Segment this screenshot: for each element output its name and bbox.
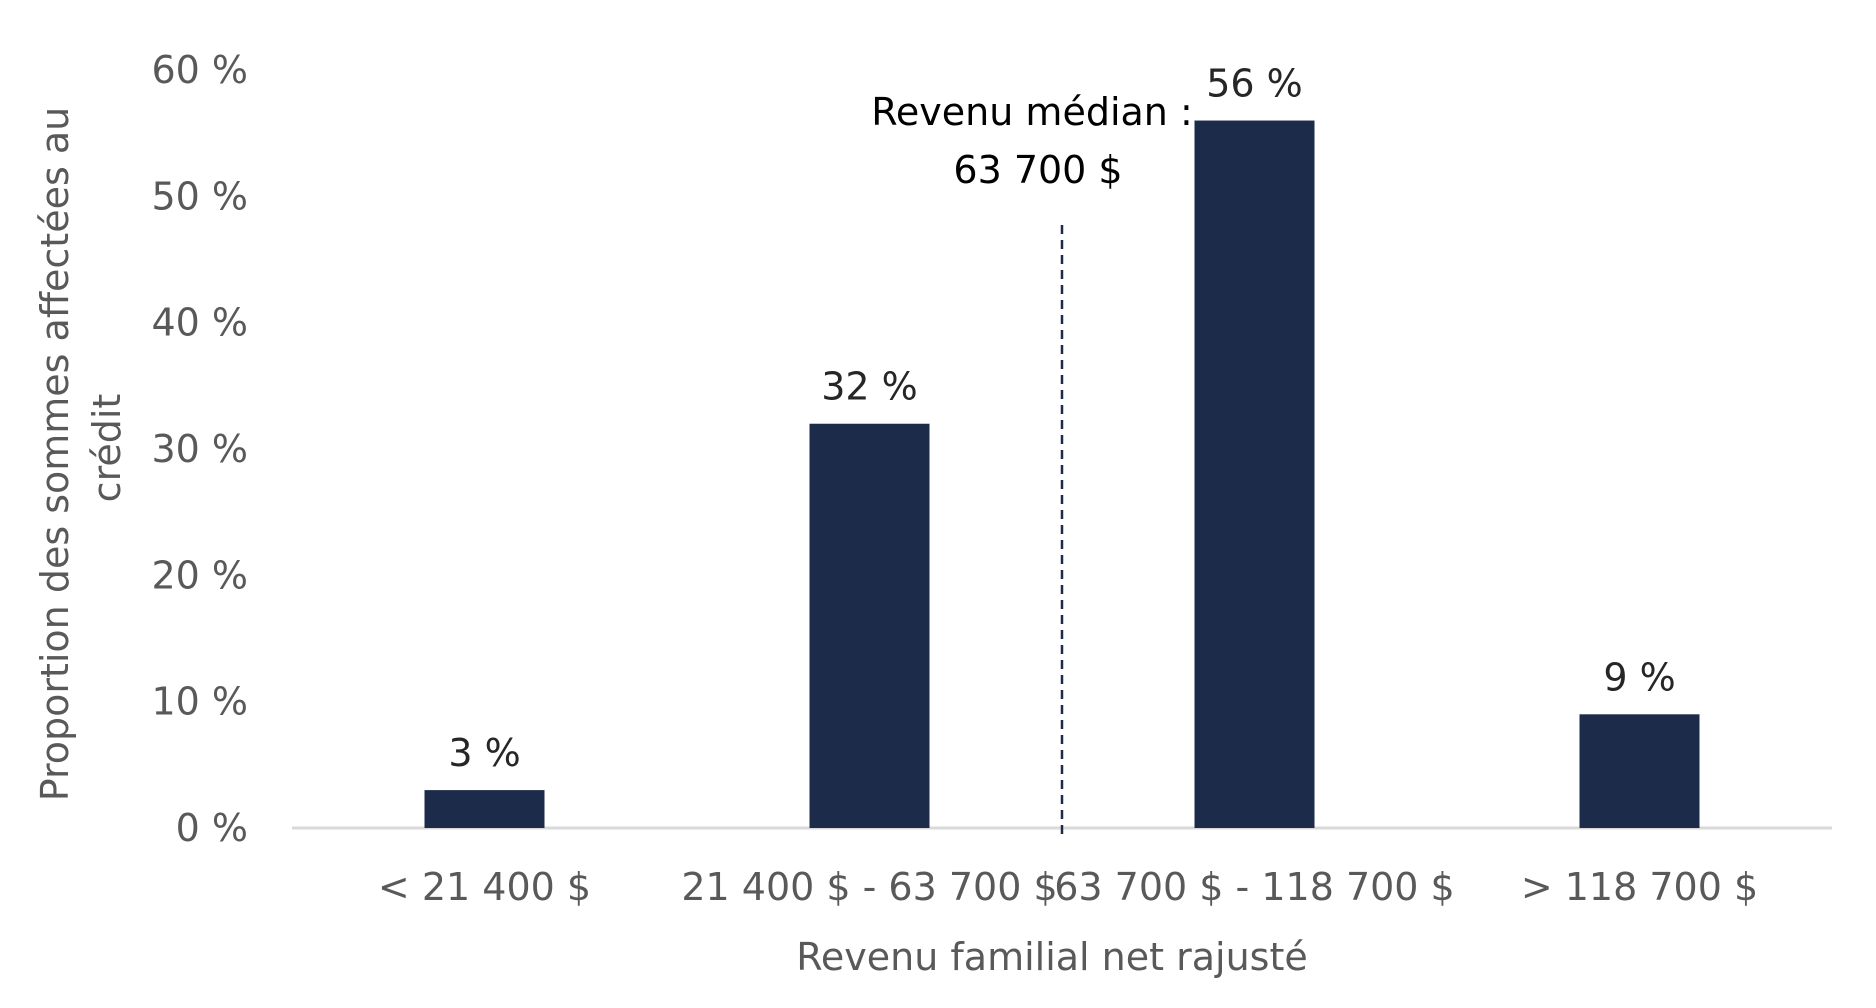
bar: [809, 423, 930, 828]
y-tick-label: 20 %: [151, 553, 248, 597]
median-annotation-line-2: 63 700 $: [953, 148, 1122, 192]
bar-value-label: 9 %: [1603, 655, 1675, 699]
y-tick-label: 0 %: [176, 806, 248, 850]
median-annotation-line-1: Revenu médian :: [871, 90, 1193, 134]
bar-value-label: 32 %: [821, 365, 918, 409]
y-tick-label: 30 %: [151, 427, 248, 471]
y-tick-label: 40 %: [151, 301, 248, 345]
y-axis-title: Proportion des sommes affectées au crédi…: [33, 95, 129, 802]
x-category-label: > 118 700 $: [1521, 865, 1758, 909]
bar-value-label: 56 %: [1206, 62, 1303, 106]
y-axis-title-line-2: crédit: [85, 394, 129, 503]
y-axis-ticks: 0 % 10 % 20 % 30 % 40 % 50 % 60 %: [151, 48, 248, 850]
bar: [424, 790, 545, 828]
bar: [1579, 714, 1700, 828]
y-axis-title-line-1: Proportion des sommes affectées au: [33, 107, 77, 802]
data-labels: 3 % 32 % 56 % 9 %: [448, 62, 1675, 776]
x-category-label: 21 400 $ - 63 700 $: [681, 865, 1057, 909]
bar-value-label: 3 %: [448, 731, 520, 775]
category-labels: < 21 400 $ 21 400 $ - 63 700 $63 700 $ - …: [378, 865, 1758, 909]
y-tick-label: 50 %: [151, 174, 248, 218]
bar: [1194, 120, 1315, 829]
y-tick-label: 10 %: [151, 680, 248, 724]
y-tick-label: 60 %: [151, 48, 248, 92]
x-category-label: < 21 400 $: [378, 865, 591, 909]
x-axis-title: Revenu familial net rajusté: [796, 935, 1308, 979]
bars: [424, 120, 1700, 829]
x-category-label: 63 700 $ - 118 700 $: [1054, 865, 1454, 909]
